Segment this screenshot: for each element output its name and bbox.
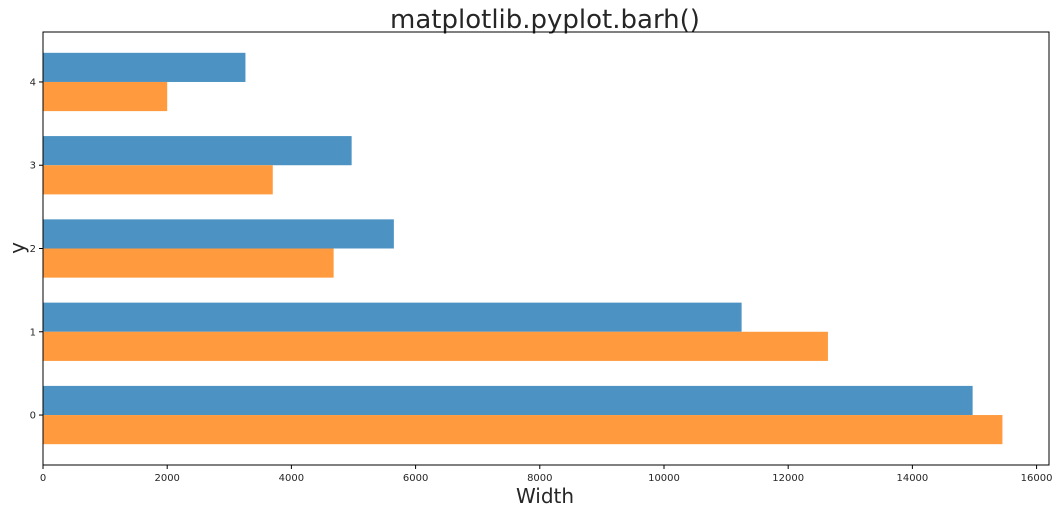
x-axis-ticks: 0 2000 4000 6000 8000 10000 12000 14000 16000 <box>40 465 1053 484</box>
bar-series-2-category-1 <box>43 331 828 361</box>
bar-series-2-category-4 <box>43 81 168 112</box>
x-tick-label: 0 <box>40 473 46 484</box>
bar-series-2-category-3 <box>43 165 273 195</box>
y-tick-label: 1 <box>30 327 36 338</box>
y-tick-label: 2 <box>30 244 36 255</box>
bar-series-1-category-3 <box>43 136 352 166</box>
x-tick-label: 8000 <box>527 473 552 484</box>
bar-series-1-category-4 <box>43 52 246 82</box>
x-tick-label: 6000 <box>403 473 428 484</box>
y-tick-label: 4 <box>30 77 36 88</box>
bar-series-2-category-2 <box>43 248 334 278</box>
x-tick-label: 12000 <box>772 473 804 484</box>
x-axis-label: Width <box>516 484 574 508</box>
y-axis-label: y <box>5 242 29 254</box>
x-tick-label: 4000 <box>279 473 304 484</box>
bar-series-1-category-1 <box>43 302 742 332</box>
x-tick-label: 2000 <box>154 473 179 484</box>
bar-series-1-category-2 <box>43 219 394 249</box>
bar-series-1-category-0 <box>43 385 973 416</box>
y-axis-ticks: 0 1 2 3 4 <box>30 77 43 422</box>
bars-layer <box>43 52 1003 445</box>
x-tick-label: 10000 <box>648 473 680 484</box>
bar-series-2-category-0 <box>43 415 1003 445</box>
chart-title: matplotlib.pyplot.barh() <box>390 5 700 35</box>
y-tick-label: 0 <box>30 411 36 422</box>
x-tick-label: 14000 <box>896 473 928 484</box>
plot-frame <box>42 31 1050 466</box>
x-tick-label: 16000 <box>1021 473 1053 484</box>
y-tick-label: 3 <box>30 161 36 172</box>
